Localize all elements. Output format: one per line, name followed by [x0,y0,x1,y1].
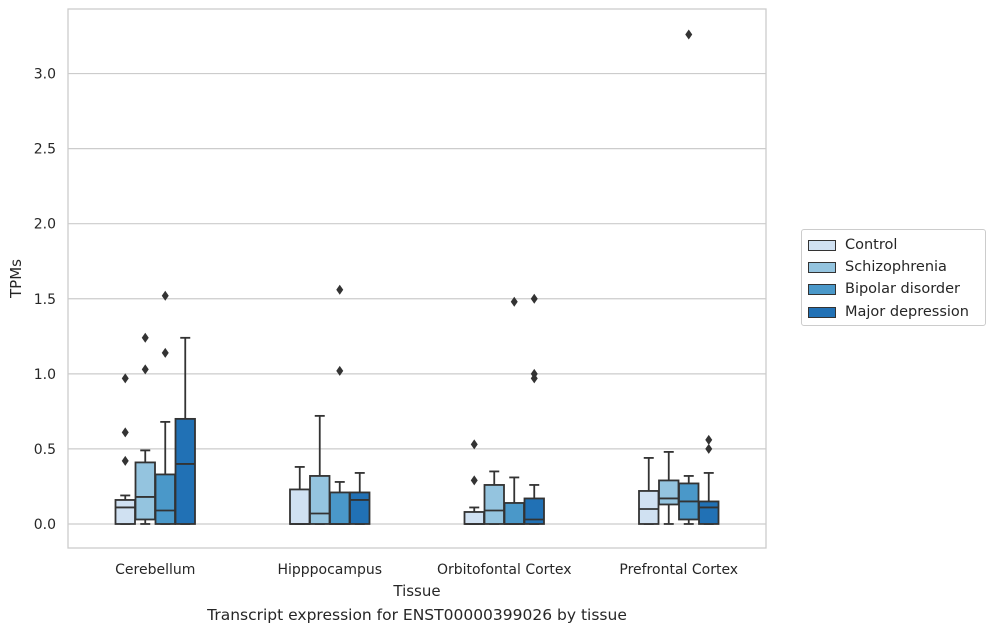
outlier-point [141,332,149,343]
box-1-3 [349,472,371,525]
outlier-point [161,347,169,358]
box-1-2 [329,284,351,525]
legend-swatch-major-depression [808,306,836,318]
y-axis-label: TPMs [7,259,25,299]
box-body [658,479,680,506]
x-tick-label: Cerebellum [115,562,195,578]
outlier-point [530,293,538,304]
box-3-0 [638,457,660,525]
legend: Control Schizophrenia Bipolar disorder M… [801,229,986,326]
box-3-1 [658,451,680,525]
box-body [174,417,196,525]
legend-label-bipolar-disorder: Bipolar disorder [845,281,960,297]
outlier-point [510,296,518,307]
legend-swatch-schizophrenia [808,261,836,273]
outlier-point [336,365,344,376]
outlier-point [470,475,478,486]
legend-label-schizophrenia: Schizophrenia [845,259,947,275]
box-1-0 [289,466,311,525]
y-tick-label: 2.5 [34,142,56,158]
y-tick-label: 0.5 [34,442,56,458]
legend-item-control: Control [808,235,897,255]
box-3-3 [698,434,720,525]
outlier-point [336,284,344,295]
legend-item-major-depression: Major depression [808,302,969,322]
y-tick-label: 2.0 [34,217,56,233]
box-2-1 [483,470,505,525]
outlier-point [705,434,713,445]
legend-item-schizophrenia: Schizophrenia [808,257,947,277]
x-tick-label: Prefrontal Cortex [619,562,738,578]
chart-caption: Transcript expression for ENST0000039902… [207,606,627,624]
box-0-2 [154,290,176,525]
box-body [114,499,136,525]
y-tick-labels: 0.0 0.5 1.0 1.5 2.0 2.5 3.0 [34,67,56,533]
y-tick-label: 3.0 [34,67,56,83]
y-tick-label: 1.5 [34,292,56,308]
box-1-1 [309,414,331,525]
legend-item-bipolar-disorder: Bipolar disorder [808,279,960,299]
box-body [638,490,660,525]
box-body [329,491,351,525]
box-body [463,511,485,525]
box-body [349,491,371,525]
x-tick-label: Hipppocampus [277,562,382,578]
outlier-point [530,368,538,379]
box-body [698,500,720,525]
legend-label-control: Control [845,237,898,253]
outlier-point [121,455,129,466]
plot-frame [67,8,767,549]
gridlines [68,72,766,525]
box-body [134,461,156,521]
box-0-1 [134,332,156,525]
box-0-0 [114,373,136,525]
x-axis-label: Tissue [392,582,440,600]
outlier-point [685,29,693,40]
legend-label-major-depression: Major depression [845,304,969,320]
box-2-2 [503,296,525,525]
box-body [503,502,525,525]
y-tick-label: 0.0 [34,517,56,533]
outlier-point [141,364,149,375]
outlier-point [121,373,129,384]
outlier-point [705,443,713,454]
box-body [309,475,331,525]
outlier-point [161,290,169,301]
box-0-3 [174,336,196,525]
outlier-point [470,439,478,450]
y-tick-label: 1.0 [34,367,56,383]
box-body [154,473,176,525]
x-tick-labels: Cerebellum Hipppocampus Orbitofontal Corte… [115,562,738,578]
box-body [289,488,311,525]
legend-swatch-bipolar-disorder [808,283,836,295]
box-3-2 [678,29,700,525]
box-body [483,484,505,525]
legend-swatch-control [808,239,836,251]
outlier-point [121,427,129,438]
box-2-3 [523,293,545,525]
box-2-0 [463,439,485,525]
box-marks [114,29,720,525]
x-tick-label: Orbitofontal Cortex [437,562,572,578]
box-body [523,497,545,525]
